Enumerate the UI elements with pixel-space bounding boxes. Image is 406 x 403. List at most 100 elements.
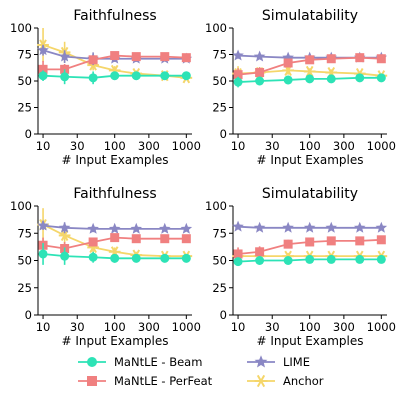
data-point (181, 253, 191, 263)
legend-marker (254, 355, 268, 368)
data-point (58, 221, 71, 233)
data-point (131, 71, 141, 81)
y-tick-label: 50 (212, 74, 227, 88)
legend-item-mantle-beam: MaNtLE - Beam (78, 355, 202, 369)
data-point (37, 44, 49, 56)
data-point (38, 249, 48, 259)
x-tick-label: 30 (265, 320, 280, 334)
data-point (255, 76, 265, 86)
data-point (353, 221, 366, 233)
legend-item-mantle-perfeat: MaNtLE - PerFeat (78, 374, 213, 388)
data-point (181, 53, 191, 63)
y-tick-label: 0 (220, 127, 227, 141)
x-tick-label: 30 (70, 320, 85, 334)
x-tick-label: 30 (70, 139, 85, 153)
data-point (305, 74, 315, 84)
x-axis-label: # Input Examples (256, 153, 363, 167)
data-point (255, 247, 265, 257)
series-mantle-perfeat (233, 235, 386, 261)
y-tick-label: 0 (25, 308, 32, 322)
data-point (355, 236, 365, 246)
y-tick-label: 100 (10, 199, 32, 213)
data-point (108, 222, 121, 234)
legend: MaNtLE - Beam MaNtLE - PerFeat LIME Anchor (78, 355, 324, 388)
data-point (232, 220, 244, 232)
legend-marker (254, 374, 268, 388)
data-point (160, 71, 170, 81)
x-tick-label: 300 (138, 320, 160, 334)
series-mantle-beam (233, 73, 386, 88)
data-point (326, 74, 336, 84)
data-point (38, 71, 48, 81)
data-point (181, 234, 191, 244)
data-point (58, 229, 71, 241)
data-point (283, 75, 293, 85)
legend-label: Anchor (283, 374, 324, 388)
data-point (376, 254, 386, 264)
y-tick-label: 75 (212, 226, 227, 240)
y-tick-label: 75 (17, 48, 32, 62)
data-point (160, 234, 170, 244)
data-point (255, 256, 265, 265)
y-tick-label: 25 (212, 101, 227, 115)
data-point (303, 221, 316, 233)
series-mantle-beam (38, 243, 191, 265)
data-point (376, 73, 386, 83)
data-point (376, 54, 386, 64)
data-point (253, 50, 266, 62)
y-tick-label: 25 (17, 281, 32, 295)
data-point (233, 249, 243, 259)
panel-1: Faithfulness 0 25 50 75 100 10 30 100 300 1000 # In… (10, 8, 201, 167)
data-point (38, 64, 48, 74)
data-point (355, 53, 365, 63)
data-point (283, 58, 293, 68)
x-tick-label: 10 (36, 139, 51, 153)
data-point (110, 51, 120, 61)
data-point (253, 221, 266, 233)
x-tick-label: 100 (299, 320, 321, 334)
data-point (355, 254, 365, 264)
legend-label: LIME (283, 355, 310, 369)
series-lime (232, 220, 388, 233)
data-point (87, 222, 99, 234)
data-point (355, 73, 365, 83)
legend-item-lime: LIME (247, 355, 310, 369)
data-point (180, 222, 193, 234)
x-tick-label: 10 (231, 320, 246, 334)
data-point (326, 54, 336, 64)
data-point (110, 253, 120, 263)
y-tick-label: 50 (17, 254, 32, 268)
y-tick-label: 50 (212, 254, 227, 268)
data-point (37, 219, 49, 231)
y-tick-label: 75 (212, 48, 227, 62)
data-point (255, 68, 265, 78)
y-tick-label: 50 (17, 74, 32, 88)
data-point (110, 233, 120, 243)
x-tick-label: 300 (333, 320, 355, 334)
data-point (305, 55, 315, 65)
chart-title: Simulatability (262, 186, 358, 202)
y-tick-label: 0 (25, 127, 32, 141)
data-point (283, 256, 293, 265)
panel-4: Simulatability 0 25 50 75 100 10 30 100 300 1000 # … (205, 186, 396, 348)
x-axis-label: # Input Examples (256, 334, 363, 348)
data-point (326, 254, 336, 264)
chart-title: Faithfulness (73, 8, 156, 24)
x-tick-label: 300 (138, 139, 160, 153)
data-point (88, 55, 98, 65)
data-point (375, 221, 388, 233)
data-point (282, 221, 294, 233)
data-point (88, 73, 98, 83)
y-tick-label: 25 (212, 281, 227, 295)
data-point (158, 222, 171, 234)
y-tick-label: 100 (10, 21, 32, 35)
y-tick-label: 100 (205, 199, 227, 213)
data-point (376, 235, 386, 245)
data-point (130, 222, 143, 234)
x-tick-label: 100 (104, 139, 126, 153)
data-point (283, 239, 293, 249)
y-tick-label: 75 (17, 226, 32, 240)
legend-label: MaNtLE - PerFeat (114, 374, 213, 388)
data-point (181, 71, 191, 81)
